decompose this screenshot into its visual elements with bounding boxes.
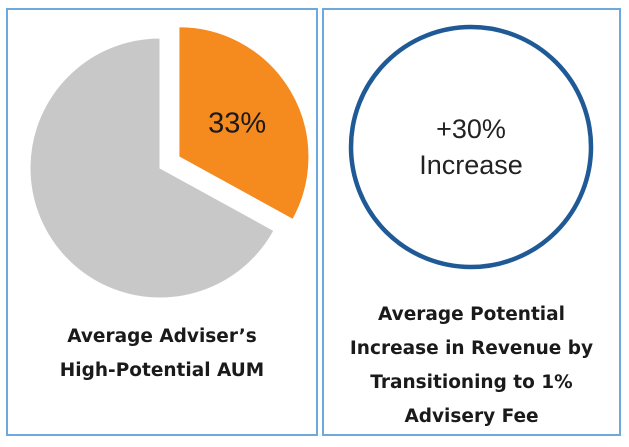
revenue-value-percent: +30% (436, 114, 506, 144)
pie-slice-1 (29, 37, 275, 299)
revenue-caption-line-3: Transitioning to 1% (370, 372, 573, 393)
pie-chart-caption: Average Adviser’s High-Potential AUM (8, 320, 316, 388)
pie-chart: 33% (29, 26, 310, 299)
revenue-circle-value: +30% Increase (348, 24, 594, 270)
pie-caption-line-1: Average Adviser’s (67, 326, 257, 347)
revenue-circle-ring (348, 24, 594, 270)
pie-slice-0 (178, 26, 310, 221)
revenue-increase-panel: +30% Increase Average Potential Increase… (322, 8, 621, 436)
revenue-circle (348, 24, 594, 270)
revenue-caption: Average Potential Increase in Revenue by… (324, 298, 619, 434)
pie-slice-label-0: 33% (208, 107, 266, 139)
revenue-caption-line-4: Advisery Fee (404, 406, 539, 427)
revenue-caption-line-1: Average Potential (378, 304, 565, 325)
pie-chart-panel: 33% Average Adviser’s High-Potential AUM (6, 8, 318, 436)
revenue-value-word: Increase (419, 150, 523, 180)
revenue-caption-line-2: Increase in Revenue by (349, 338, 594, 359)
pie-caption-line-2: High-Potential AUM (59, 360, 265, 381)
